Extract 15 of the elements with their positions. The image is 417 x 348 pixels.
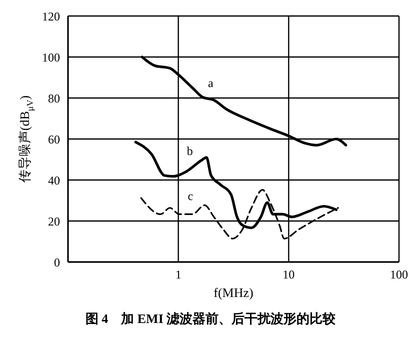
- series-label: c: [188, 189, 194, 204]
- series-label: a: [208, 76, 214, 90]
- series-label: b: [186, 144, 193, 158]
- x-tick-label: 100: [390, 268, 408, 282]
- y-tick-label: 60: [48, 132, 60, 146]
- y-tick-label: 100: [42, 50, 60, 64]
- x-tick-label: 1: [175, 268, 182, 282]
- text: 图 4 加 EMI 滤波器前、后干扰波形的比较: [84, 310, 337, 328]
- x-axis-title: f(MHz): [214, 284, 254, 300]
- y-tick-label: 0: [54, 255, 60, 270]
- y-tick-label: 120: [42, 9, 60, 24]
- y-tick-label: 80: [48, 91, 60, 106]
- y-tick-label: 20: [48, 214, 60, 228]
- y-tick-label: 40: [48, 173, 60, 188]
- x-tick-label: 10: [282, 268, 295, 282]
